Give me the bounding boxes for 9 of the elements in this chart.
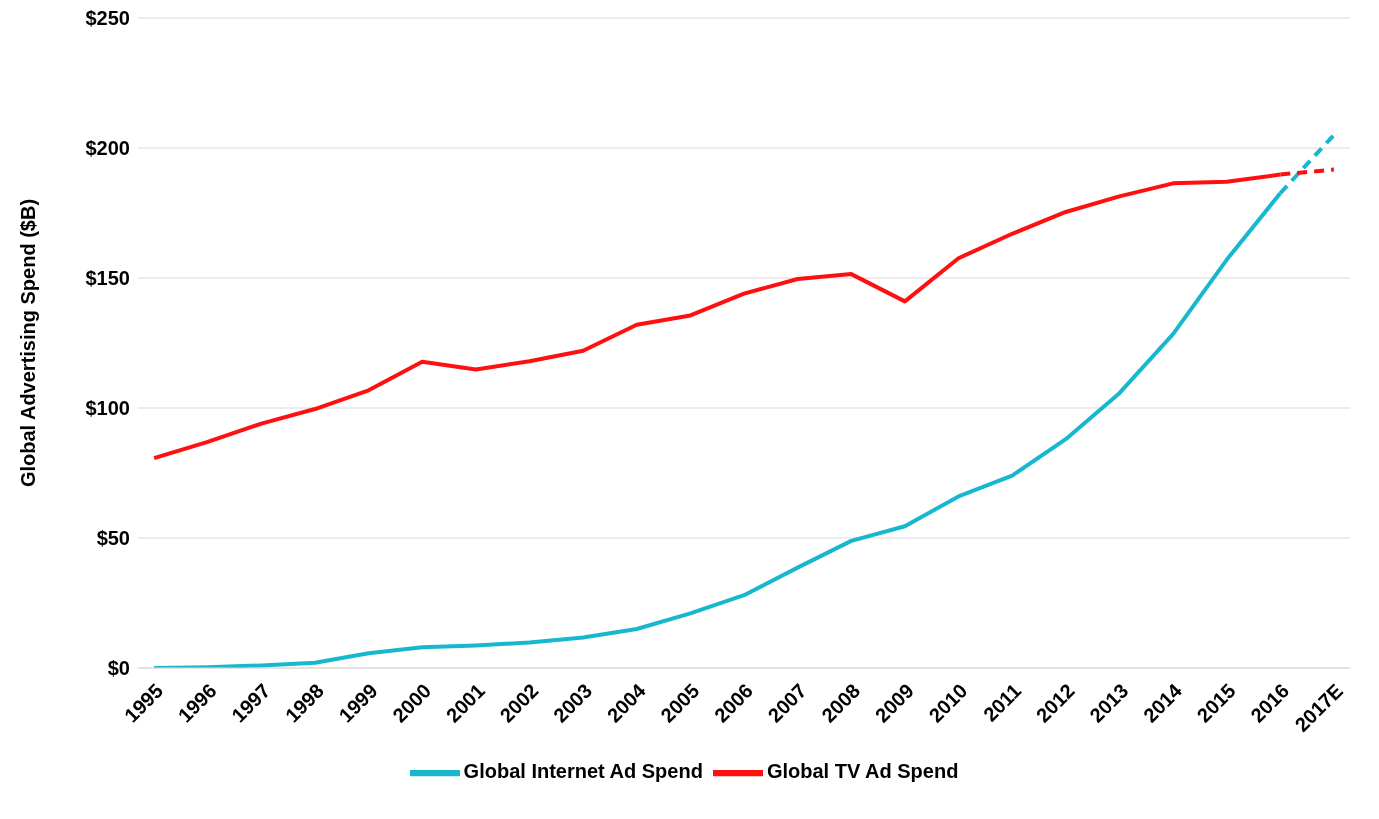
y-tick-label: $50 (96, 527, 130, 550)
y-tick-label: $0 (107, 657, 130, 680)
legend-label: Global TV Ad Spend (766, 760, 959, 783)
y-tick-label: $200 (85, 137, 130, 160)
y-tick-label: $100 (85, 397, 130, 420)
legend-label: Global Internet Ad Spend (463, 760, 703, 783)
y-tick-label: $150 (85, 267, 130, 290)
y-axis-title: Global Advertising Spend ($B) (17, 198, 40, 488)
y-tick-label: $250 (85, 7, 130, 30)
